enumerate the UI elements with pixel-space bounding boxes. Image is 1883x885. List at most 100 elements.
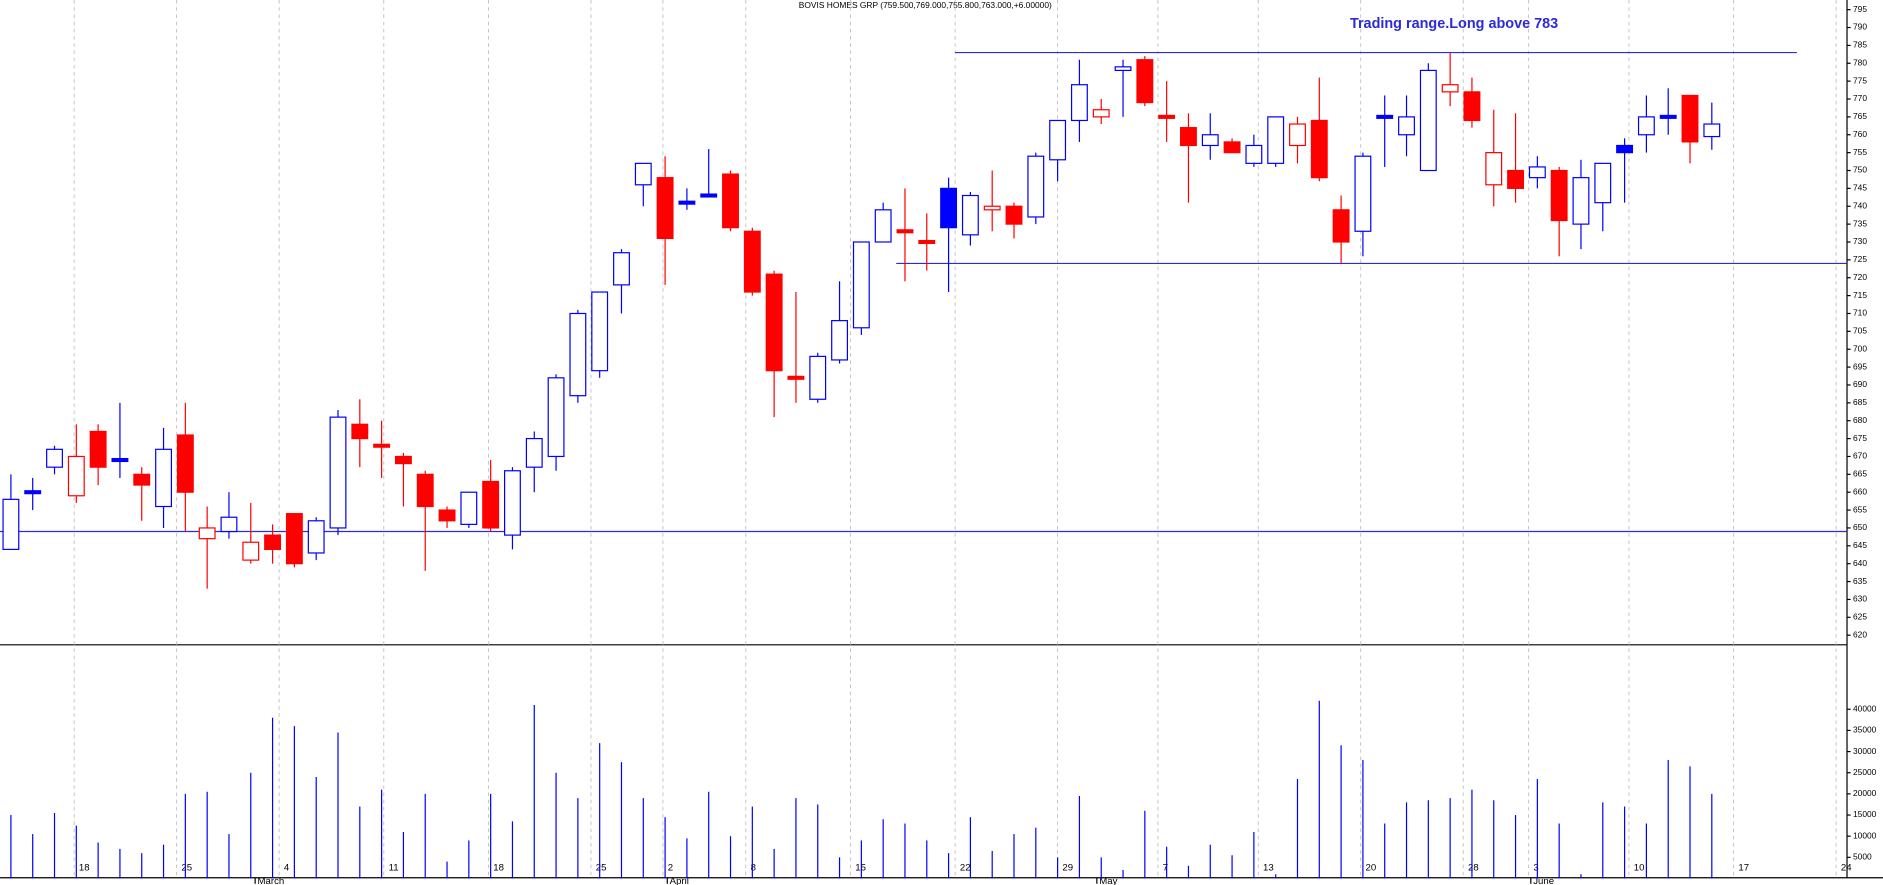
candle-body bbox=[1703, 123, 1721, 138]
candle-body bbox=[67, 455, 85, 497]
y2-tick-label: 15000 bbox=[1853, 809, 1877, 819]
candle-body bbox=[242, 541, 260, 561]
x-tick-label: 22 bbox=[960, 863, 971, 874]
x-tick-label: 2 bbox=[668, 863, 673, 874]
candle-body bbox=[1354, 155, 1372, 232]
candle-body bbox=[482, 480, 500, 529]
candle-body bbox=[1376, 114, 1394, 119]
y-tick-label: 665 bbox=[1853, 469, 1867, 479]
candle-body bbox=[961, 194, 979, 236]
candle-body bbox=[1245, 144, 1263, 164]
x-tick-label: 24 bbox=[1841, 863, 1852, 874]
y2-tick-label: 5000 bbox=[1853, 852, 1872, 862]
y-tick-label: 660 bbox=[1853, 486, 1867, 496]
month-label: April bbox=[670, 876, 689, 885]
y-tick-label: 785 bbox=[1853, 40, 1867, 50]
candle-body bbox=[1289, 123, 1306, 147]
candle-body bbox=[351, 423, 369, 440]
candle-body bbox=[743, 230, 761, 293]
x-tick-label: 18 bbox=[79, 863, 90, 874]
y-tick-label: 635 bbox=[1853, 576, 1867, 586]
candle-body bbox=[416, 473, 434, 508]
candle-body bbox=[1681, 94, 1699, 143]
annotation: Trading range.Long above 783 bbox=[1350, 16, 1558, 32]
candle-body bbox=[504, 470, 521, 536]
y-tick-label: 755 bbox=[1853, 147, 1867, 157]
candle-body bbox=[1463, 91, 1481, 122]
candle-body bbox=[656, 177, 674, 240]
candle-body bbox=[1659, 114, 1677, 119]
candle-body bbox=[1005, 205, 1023, 225]
y-tick-label: 715 bbox=[1853, 290, 1867, 300]
x-tick-label: 11 bbox=[389, 863, 399, 874]
candle-body bbox=[809, 355, 827, 400]
candle-body bbox=[1485, 152, 1503, 186]
candle-body bbox=[460, 491, 478, 525]
candle-body bbox=[438, 509, 456, 522]
month-label: June bbox=[1533, 876, 1554, 885]
candle-body bbox=[111, 457, 129, 463]
candle-body bbox=[1092, 109, 1110, 118]
candle-body bbox=[874, 209, 892, 243]
candle-body bbox=[176, 434, 194, 493]
candle-body bbox=[155, 448, 173, 508]
y-tick-label: 675 bbox=[1853, 433, 1867, 443]
candle-body bbox=[1267, 116, 1285, 164]
candle-body bbox=[133, 473, 151, 486]
candle-body bbox=[765, 273, 783, 372]
y-tick-label: 695 bbox=[1853, 361, 1867, 371]
y-tick-label: 655 bbox=[1853, 504, 1867, 514]
candle-body bbox=[1201, 134, 1219, 147]
y2-tick-label: 30000 bbox=[1853, 746, 1877, 756]
x-tick-label: 4 bbox=[284, 863, 290, 874]
month-label: March bbox=[258, 876, 285, 885]
candle-body bbox=[1180, 127, 1197, 147]
candle-body bbox=[24, 490, 42, 495]
y2-tick-label: 40000 bbox=[1853, 703, 1877, 713]
candle-body bbox=[1136, 59, 1154, 104]
candle-body bbox=[264, 534, 282, 550]
x-tick-label: 3 bbox=[1533, 863, 1538, 874]
y-tick-label: 740 bbox=[1853, 200, 1867, 210]
candle-body bbox=[2, 498, 20, 550]
y2-tick-label: 35000 bbox=[1853, 725, 1877, 735]
candle-body bbox=[198, 527, 216, 540]
y-tick-label: 705 bbox=[1853, 326, 1867, 336]
candle-body bbox=[1070, 84, 1088, 122]
y-tick-label: 650 bbox=[1853, 522, 1867, 532]
y-tick-label: 680 bbox=[1853, 415, 1867, 425]
candle-body bbox=[1637, 116, 1655, 136]
y-tick-label: 795 bbox=[1853, 4, 1867, 14]
month-label: May bbox=[1099, 876, 1117, 885]
y2-tick-label: 25000 bbox=[1853, 767, 1877, 777]
candle-body bbox=[896, 229, 914, 234]
y-tick-label: 745 bbox=[1853, 183, 1867, 193]
candle-body bbox=[1507, 169, 1525, 189]
y2-tick-label: 20000 bbox=[1853, 788, 1877, 798]
x-tick-label: 28 bbox=[1468, 863, 1479, 874]
candle-body bbox=[1310, 119, 1328, 179]
y2-tick-label: 10000 bbox=[1853, 830, 1877, 840]
candle-body bbox=[940, 187, 958, 229]
y-tick-label: 735 bbox=[1853, 218, 1867, 228]
candle-body bbox=[700, 193, 718, 198]
candle-body bbox=[787, 375, 805, 380]
candle-body bbox=[1572, 177, 1590, 225]
candle-body bbox=[1441, 84, 1459, 93]
y-tick-label: 685 bbox=[1853, 397, 1867, 407]
x-tick-label: 8 bbox=[751, 863, 756, 874]
x-tick-label: 20 bbox=[1366, 863, 1377, 874]
x-tick-label: 17 bbox=[1738, 863, 1749, 874]
candle-body bbox=[373, 443, 391, 448]
candle-body bbox=[1419, 69, 1437, 172]
x-tick-label: 29 bbox=[1062, 863, 1073, 874]
y-tick-label: 645 bbox=[1853, 540, 1867, 550]
candle-body bbox=[1223, 141, 1241, 154]
y-tick-label: 770 bbox=[1853, 93, 1867, 103]
y-tick-label: 765 bbox=[1853, 111, 1867, 121]
y-tick-label: 625 bbox=[1853, 612, 1867, 622]
y-tick-label: 710 bbox=[1853, 308, 1867, 318]
candle-body bbox=[831, 320, 849, 361]
